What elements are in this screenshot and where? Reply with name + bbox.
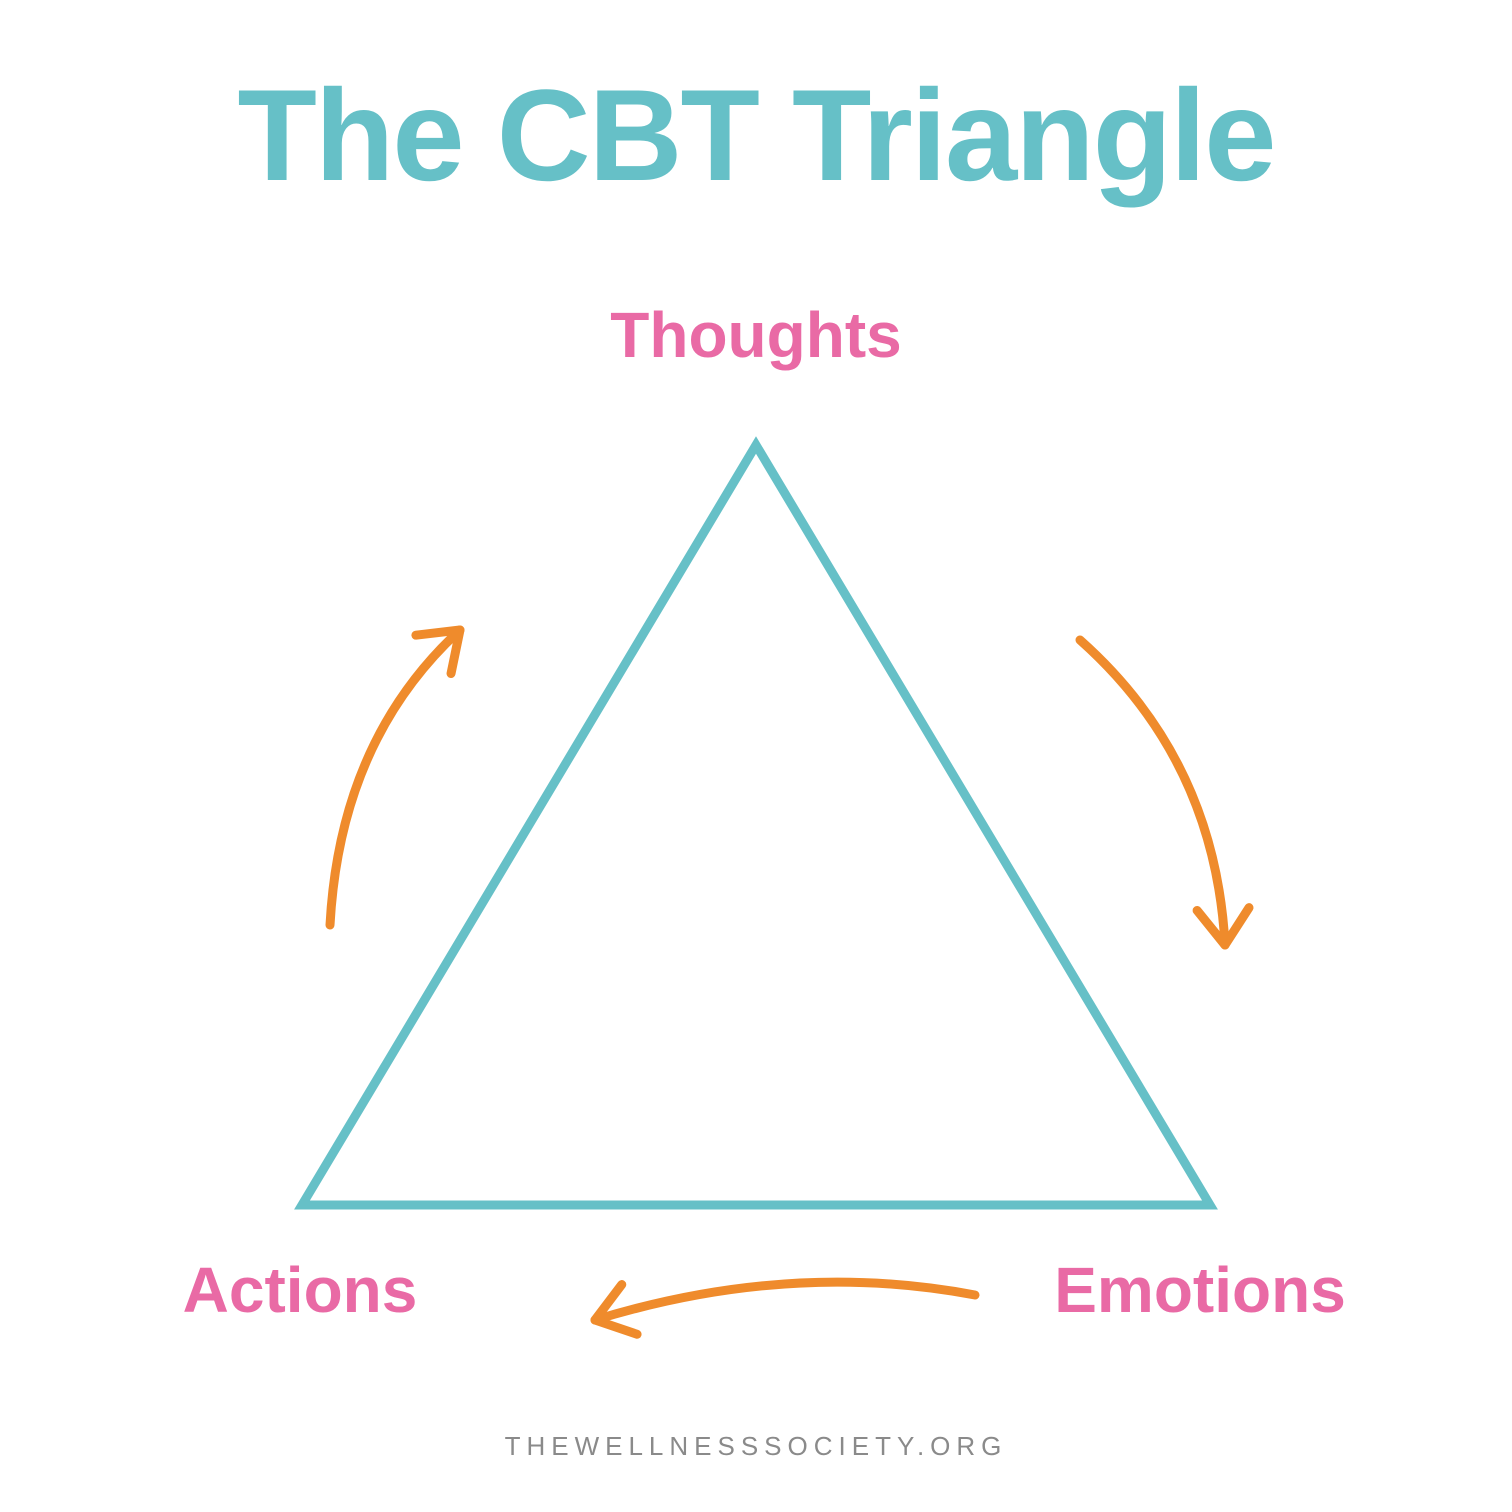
- infographic-canvas: The CBT Triangle Thoughts Emotions Actio…: [0, 0, 1512, 1512]
- vertex-label-actions: Actions: [183, 1253, 418, 1327]
- vertex-label-emotions: Emotions: [1054, 1253, 1346, 1327]
- vertex-label-thoughts: Thoughts: [610, 298, 901, 372]
- footer-attribution: THEWELLNESSSOCIETY.ORG: [0, 1431, 1512, 1462]
